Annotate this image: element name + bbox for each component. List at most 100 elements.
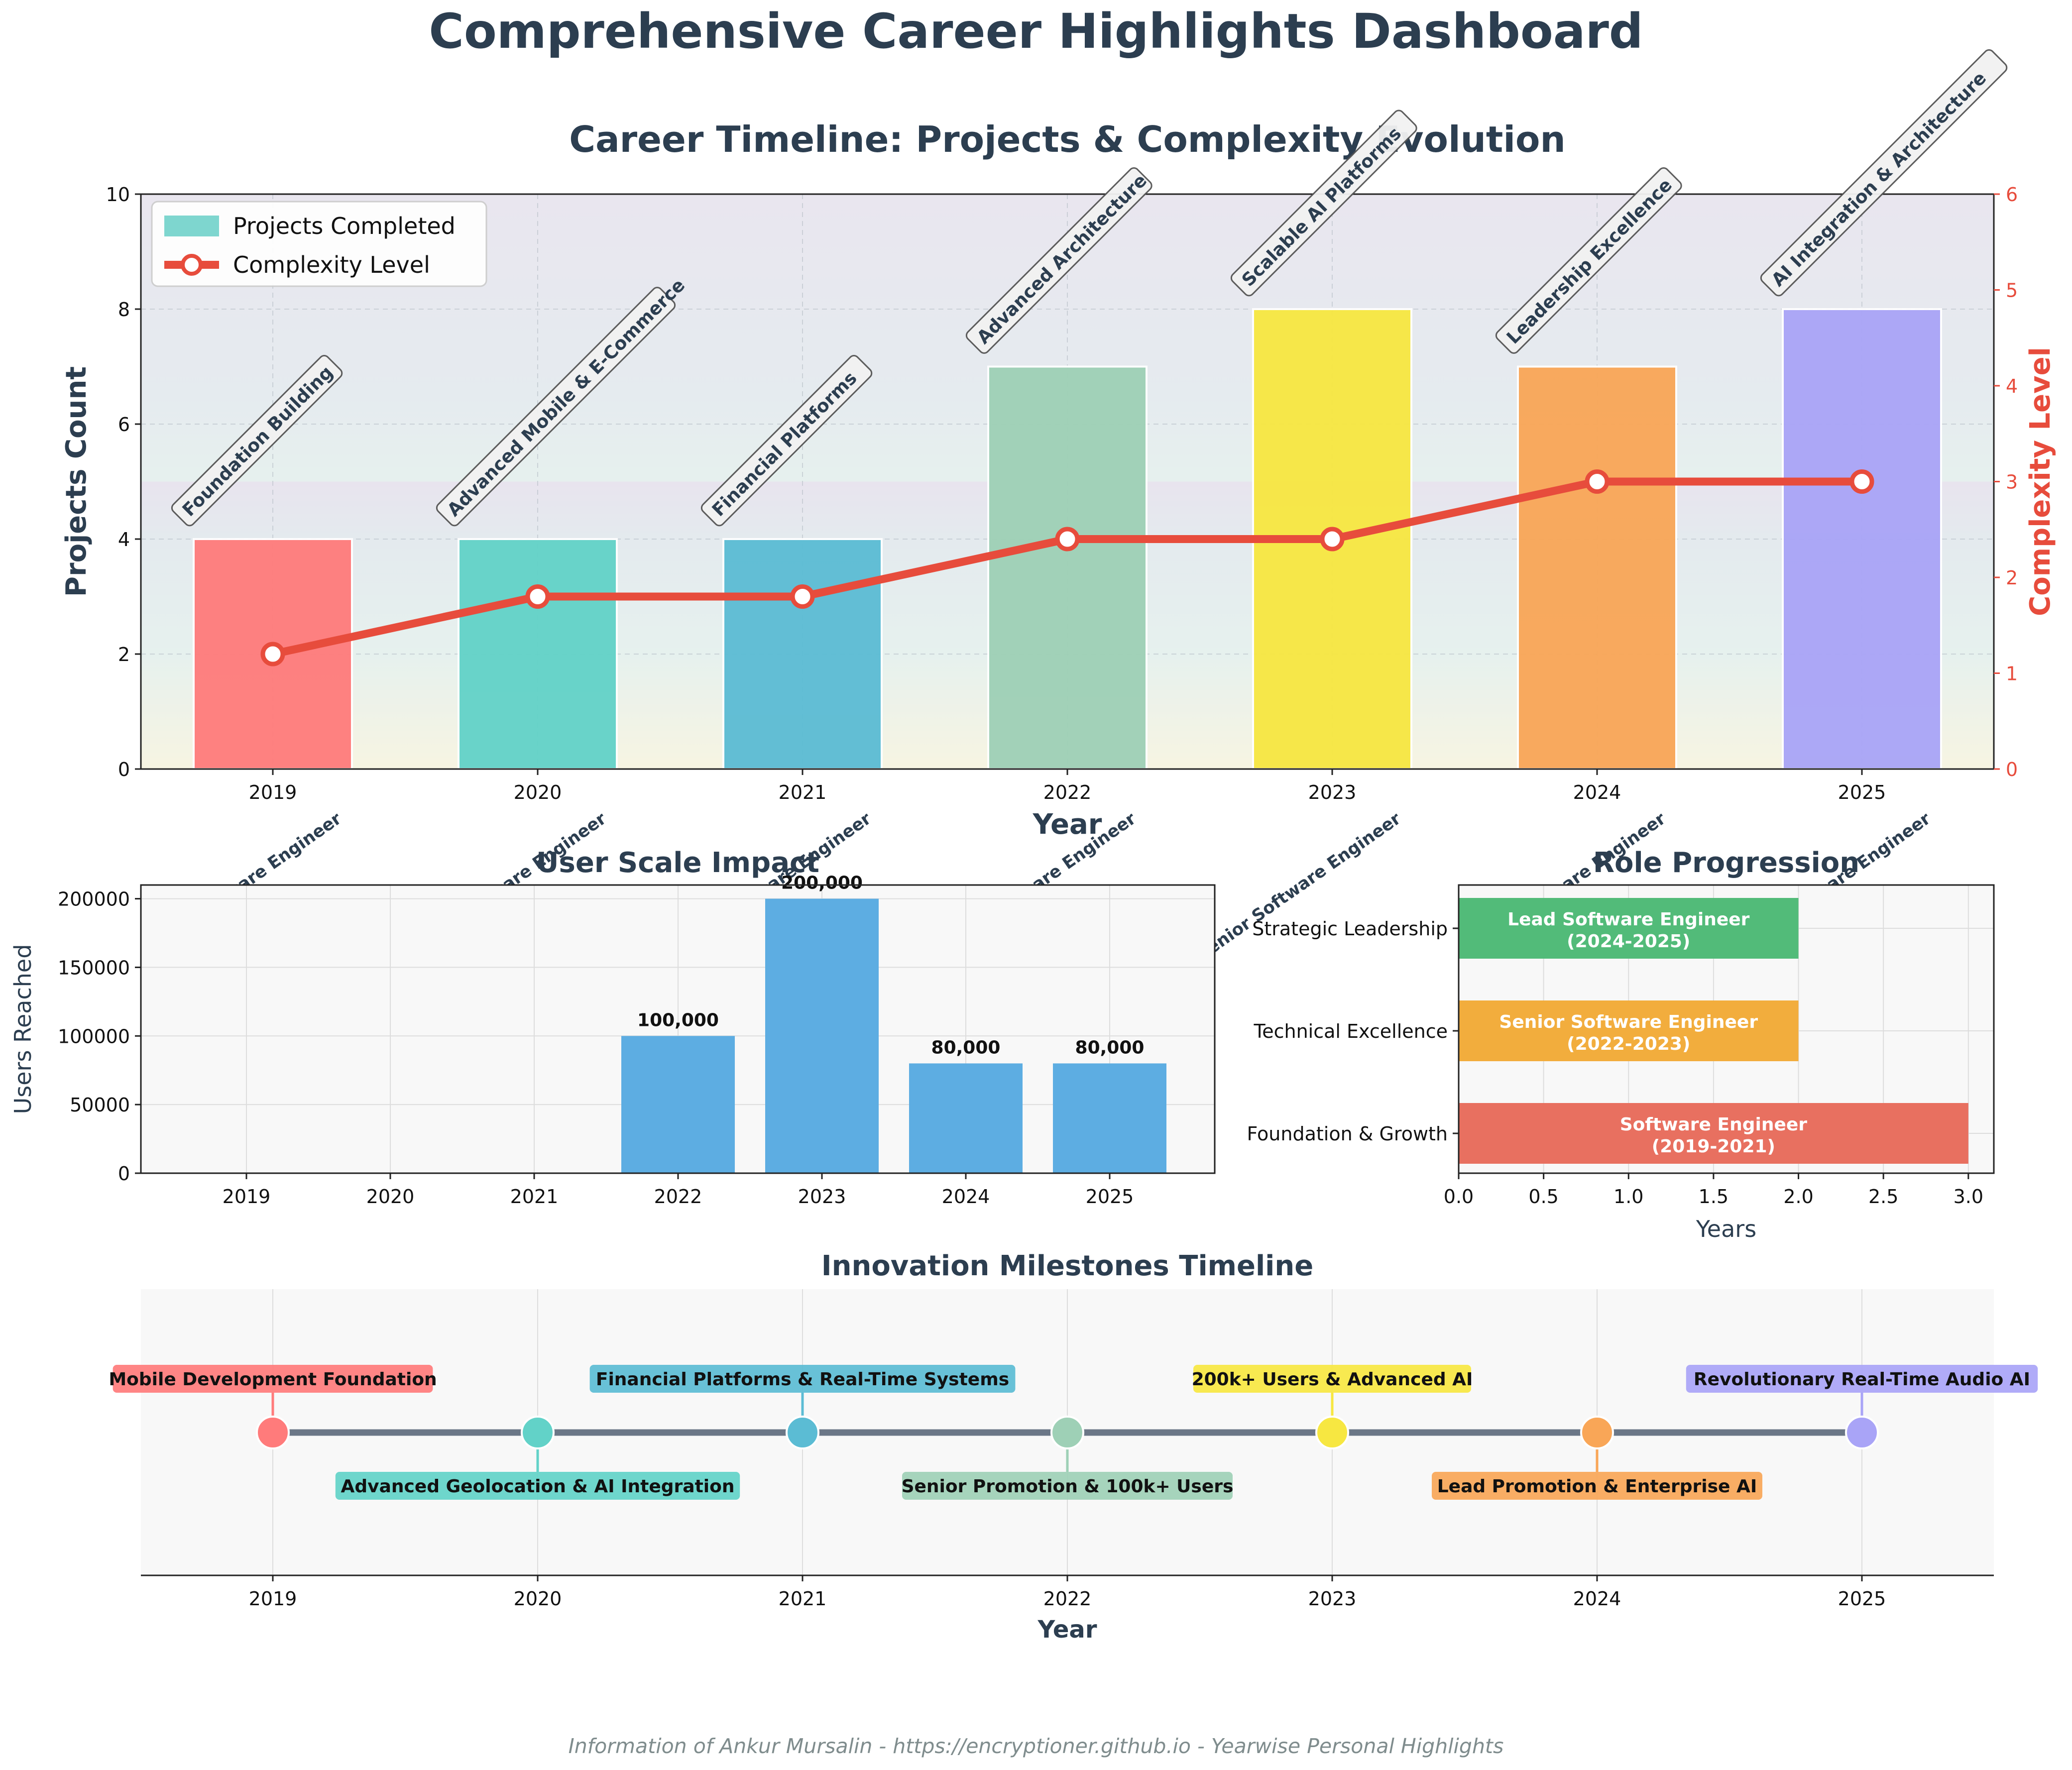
milestone-label: 200k+ Users & Advanced AI: [1192, 1369, 1473, 1390]
complexity-point: [525, 584, 550, 609]
users-y-tick-label: 150000: [58, 957, 130, 979]
milestone-label: Senior Promotion & 100k+ Users: [902, 1476, 1234, 1497]
milestone-label: Financial Platforms & Real-Time Systems: [596, 1369, 1009, 1390]
x-tick-label: 2019: [249, 781, 297, 803]
legend-marker-complexity: [181, 254, 203, 276]
users-y-tick-label: 200000: [58, 888, 130, 910]
y-tick-label: 0: [118, 759, 130, 780]
users-data-label: 200,000: [781, 873, 863, 893]
users-y-tick-label: 0: [118, 1163, 130, 1185]
projects-bar: [987, 365, 1148, 770]
legend-box: [151, 201, 487, 287]
roles-frame: [1458, 884, 1995, 1174]
complexity-point: [1849, 469, 1874, 494]
x-tick-label: 2025: [1838, 781, 1886, 803]
milestones-x-tick-label: 2020: [514, 1588, 562, 1610]
milestones-xlabel: Year: [1037, 1616, 1097, 1644]
milestones-title: Innovation Milestones Timeline: [821, 1250, 1313, 1282]
users-x-tick-label: 2025: [1086, 1186, 1134, 1208]
x-tick-label: 2021: [779, 781, 827, 803]
x-tick-label: 2024: [1573, 781, 1621, 803]
role-bar: [1459, 898, 1799, 959]
roles-x-tick-label: 2.0: [1783, 1186, 1813, 1208]
y2-tick-label: 2: [2006, 567, 2018, 589]
y2-tick-label: 3: [2006, 471, 2018, 493]
milestones-x-tick-label: 2024: [1573, 1588, 1621, 1610]
projects-bar: [458, 538, 618, 770]
timeline-ylabel: Projects Count: [60, 366, 93, 597]
roles-y-tick-label: Strategic Leadership: [1252, 918, 1448, 940]
complexity-point: [790, 584, 815, 609]
milestone-point: [1580, 1416, 1614, 1449]
projects-bar: [722, 538, 883, 770]
annotation-box: [1760, 49, 2008, 297]
users-x-tick-label: 2022: [654, 1186, 702, 1208]
complexity-point: [260, 642, 285, 666]
milestone-label-box: [335, 1472, 740, 1500]
roles-x-tick-label: 1.5: [1699, 1186, 1728, 1208]
users-title: User Scale Impact: [536, 847, 819, 879]
users-x-tick-label: 2023: [798, 1186, 846, 1208]
role-bar: [1459, 1103, 1968, 1164]
y2-tick-label: 4: [2006, 375, 2018, 397]
role-bar-period: (2024-2025): [1567, 931, 1690, 952]
roles-title: Role Progression: [1593, 847, 1859, 879]
timeline-y2label: Complexity Level: [2024, 347, 2057, 616]
role-label: Senior Software Engineer: [1193, 808, 1404, 965]
annotation-box: [700, 354, 873, 527]
y2-tick-label: 1: [2006, 663, 2018, 685]
milestones-x-tick-label: 2021: [779, 1588, 827, 1610]
milestone-point: [786, 1416, 819, 1449]
users-bar: [1053, 1063, 1166, 1173]
timeline-title: Career Timeline: Projects & Complexity E…: [569, 118, 1566, 160]
y-tick-label: 8: [118, 299, 130, 321]
milestone-label-box: [1432, 1472, 1762, 1500]
role-bar-label: Lead Software Engineer: [1507, 909, 1750, 930]
roles-xlabel: Years: [1696, 1216, 1756, 1242]
annotation-box: [436, 287, 676, 527]
legend-label-projects: Projects Completed: [233, 213, 456, 239]
x-tick-label: 2022: [1043, 781, 1092, 803]
roles-x-tick-label: 3.0: [1954, 1186, 1983, 1208]
timeline-chart: 0 2 4 6 8 10 0 1 2 3 4 5 6 2019 2020 2021 2022 2023 2024 20…: [60, 49, 2057, 965]
x-tick-label: 2020: [514, 781, 562, 803]
role-progression-chart: Software Engineer(2019-2021) Senior Softw…: [1247, 847, 1995, 1242]
milestone-label: Revolutionary Real-Time Audio AI: [1694, 1369, 2030, 1390]
users-x-tick-label: 2019: [223, 1186, 271, 1208]
roles-x-tick-label: 0.5: [1528, 1186, 1558, 1208]
role-bar-period: (2022-2023): [1567, 1034, 1690, 1054]
users-data-label: 100,000: [637, 1010, 719, 1030]
complexity-point: [1320, 527, 1345, 552]
y2-tick-label: 0: [2006, 759, 2018, 780]
users-ylabel: Users Reached: [9, 944, 36, 1114]
users-bar: [765, 898, 879, 1173]
milestones-chart: Mobile Development Foundation Advanced Ge…: [109, 1250, 2038, 1644]
projects-bar: [1517, 365, 1677, 770]
roles-y-tick-label: Technical Excellence: [1253, 1020, 1448, 1042]
timeline-legend: Projects Completed Complexity Level: [151, 201, 487, 287]
y2-tick-label: 5: [2006, 280, 2018, 302]
annotation-box: [965, 167, 1152, 354]
y-tick-label: 4: [118, 529, 130, 551]
users-x-tick-label: 2020: [366, 1186, 415, 1208]
users-data-label: 80,000: [1075, 1037, 1145, 1058]
roles-x-tick-label: 1.0: [1613, 1186, 1643, 1208]
milestone-point: [1315, 1416, 1349, 1449]
milestone-label: Mobile Development Foundation: [109, 1369, 437, 1390]
milestone-point: [521, 1416, 555, 1449]
x-tick-label: 2023: [1308, 781, 1357, 803]
annotation-box: [1230, 110, 1417, 297]
users-data-label: 80,000: [931, 1037, 1001, 1058]
legend-label-complexity: Complexity Level: [233, 251, 430, 278]
milestone-point: [256, 1416, 290, 1449]
users-y-tick-label: 100000: [58, 1025, 130, 1047]
milestones-x-tick-label: 2019: [249, 1588, 297, 1610]
milestones-x-tick-label: 2025: [1838, 1588, 1886, 1610]
roles-x-tick-label: 0.0: [1444, 1186, 1474, 1208]
milestone-point: [1845, 1416, 1879, 1449]
role-bar: [1459, 1000, 1799, 1061]
users-y-tick-label: 50000: [70, 1094, 130, 1116]
milestones-x-tick-label: 2022: [1043, 1588, 1092, 1610]
